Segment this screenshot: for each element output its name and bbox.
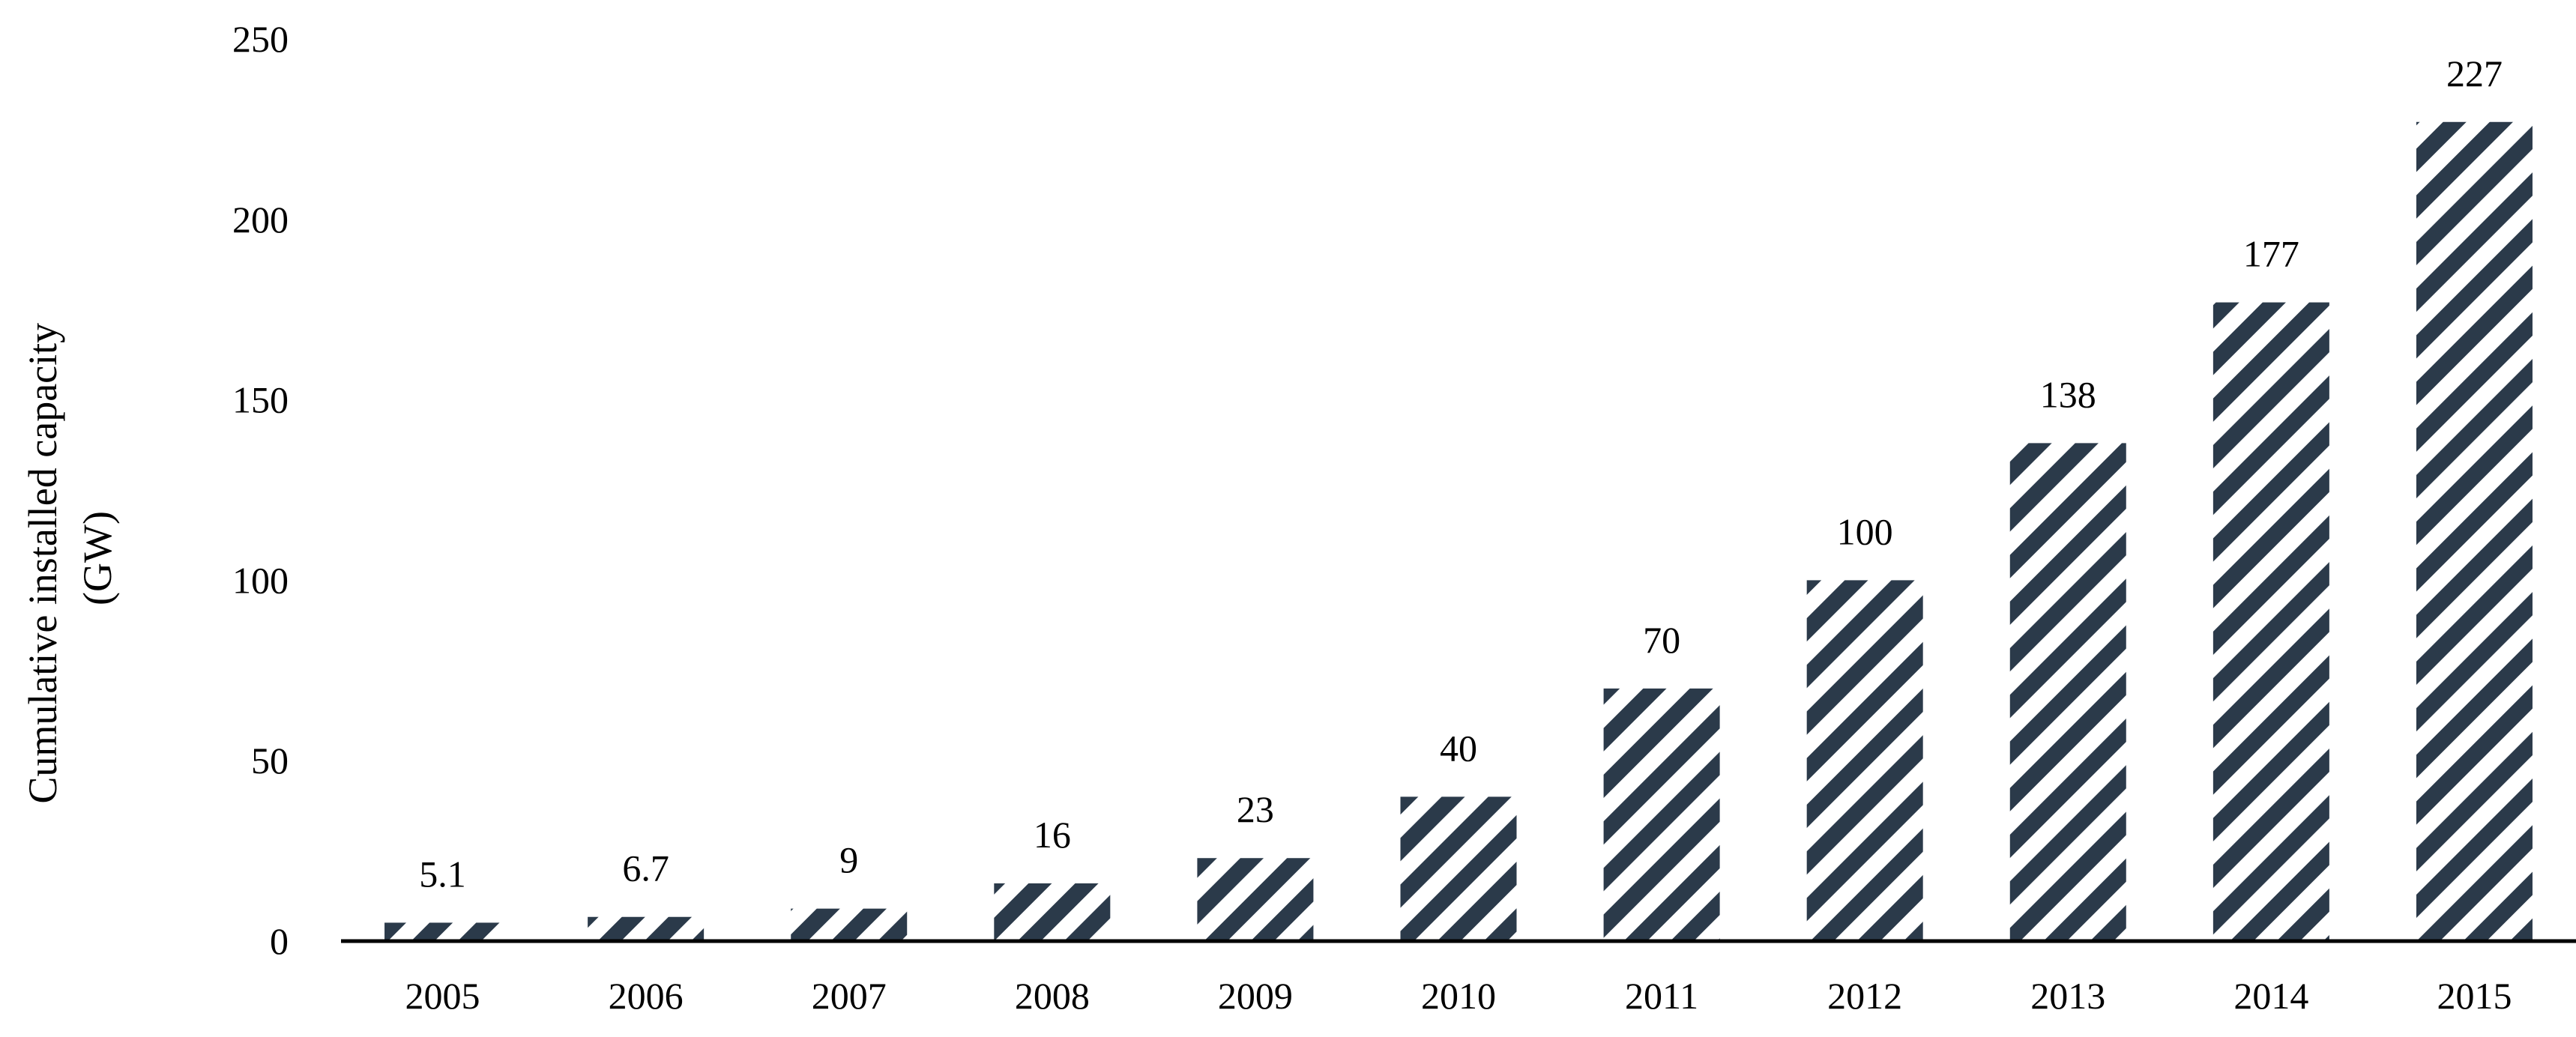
- x-tick-label-2008: 2008: [1015, 975, 1090, 1017]
- data-label-2014: 177: [2243, 233, 2299, 275]
- y-tick-label-0: 0: [270, 920, 289, 962]
- data-label-2012: 100: [1837, 510, 1893, 552]
- bars-layer: [384, 121, 2533, 941]
- x-tick-label-2007: 2007: [812, 975, 887, 1017]
- y-axis-title-line-1: Cumulative installed capacity: [20, 323, 65, 804]
- bar-2008: [994, 883, 1111, 941]
- bar-2010: [1400, 796, 1517, 941]
- data-label-2013: 138: [2040, 373, 2096, 415]
- data-label-2005: 5.1: [419, 853, 466, 895]
- x-tick-label-2006: 2006: [609, 975, 684, 1017]
- bar-2009: [1197, 858, 1314, 941]
- bar-2007: [791, 908, 908, 941]
- y-tick-label-200: 200: [232, 199, 289, 241]
- data-label-2007: 9: [839, 839, 858, 881]
- x-tick-label-2013: 2013: [2030, 975, 2105, 1017]
- data-label-2010: 40: [1440, 727, 1477, 769]
- x-tick-label-2005: 2005: [405, 975, 480, 1017]
- data-label-2009: 23: [1237, 788, 1274, 830]
- bar-2012: [1806, 580, 1923, 941]
- y-axis-title: Cumulative installed capacity (GW): [20, 312, 120, 803]
- x-tick-label-2014: 2014: [2233, 975, 2308, 1017]
- x-tick-labels: 2005 2006 2007 2008 2009 2010 2011 2012 2013 2014…: [405, 975, 2512, 1017]
- y-axis-title-line-2: (GW): [75, 511, 120, 605]
- y-tick-label-100: 100: [232, 559, 289, 601]
- y-tick-labels: 0 50 100 150 200 250: [232, 18, 289, 962]
- y-tick-label-250: 250: [232, 18, 289, 60]
- bar-2011: [1603, 688, 1720, 941]
- bar-2005: [384, 922, 501, 941]
- x-tick-label-2010: 2010: [1421, 975, 1496, 1017]
- x-tick-label-2012: 2012: [1827, 975, 1902, 1017]
- data-label-2011: 70: [1643, 619, 1680, 661]
- x-tick-label-2011: 2011: [1625, 975, 1698, 1017]
- bar-2014: [2212, 302, 2329, 941]
- bar-2015: [2416, 121, 2533, 941]
- bar-2006: [588, 916, 705, 941]
- bar-2013: [2009, 443, 2126, 941]
- y-tick-label-150: 150: [232, 379, 289, 421]
- x-tick-label-2015: 2015: [2437, 975, 2512, 1017]
- data-label-2008: 16: [1034, 814, 1071, 856]
- data-label-2006: 6.7: [622, 847, 669, 889]
- data-label-2015: 227: [2446, 52, 2503, 94]
- y-tick-label-50: 50: [251, 740, 289, 781]
- data-labels-layer: 5.1 6.7 9 16 23 40 70 100 138 177 227: [419, 52, 2503, 895]
- x-tick-label-2009: 2009: [1218, 975, 1293, 1017]
